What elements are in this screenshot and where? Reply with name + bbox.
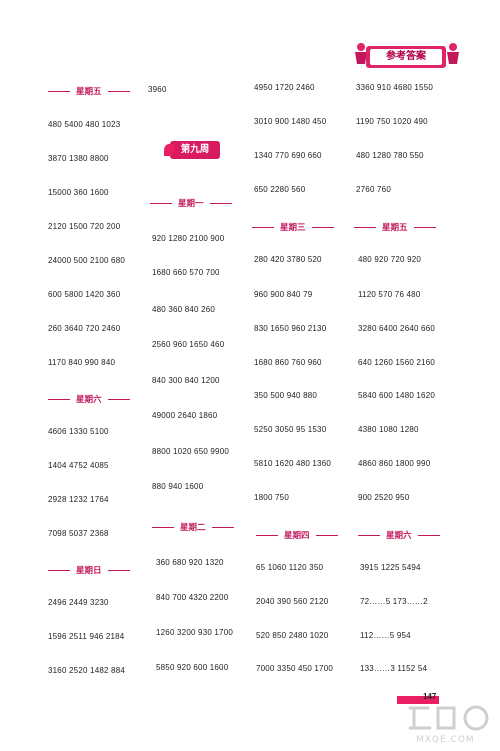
heading-sunday: 星期日 xyxy=(48,564,130,576)
banner-title: 参考答案 xyxy=(370,49,442,65)
answer-row: 5810 1620 480 1360 xyxy=(254,459,332,468)
page-number-bar xyxy=(397,696,439,704)
answer-row: 7098 5037 2368 xyxy=(48,529,109,538)
answer-row: 4950 1720 2460 xyxy=(254,83,315,92)
answer-row: 350 500 940 880 xyxy=(254,391,318,400)
answer-row: 1340 770 690 660 xyxy=(254,151,322,160)
answer-row: 8800 1020 650 9900 xyxy=(152,447,230,456)
answer-row: 830 1650 960 2130 xyxy=(254,324,327,333)
answer-row: 480 920 720 920 xyxy=(358,255,422,264)
answer-row: 650 2280 560 xyxy=(254,185,306,194)
answer-row: 4860 860 1800 990 xyxy=(358,459,431,468)
answer-row: 1260 3200 930 1700 xyxy=(156,628,234,637)
answer-key-banner: 参考答案 xyxy=(352,36,462,82)
answer-row: 840 700 4320 2200 xyxy=(156,593,229,602)
heading-monday: 星期一 xyxy=(150,197,232,209)
answer-row: 3010 900 1480 450 xyxy=(254,117,327,126)
answer-row: 480 5400 480 1023 xyxy=(48,120,121,129)
heading-saturday-2: 星期六 xyxy=(358,529,440,541)
answer-row: 2496 2449 3230 xyxy=(48,598,109,607)
page-number: 147 xyxy=(423,692,437,701)
answer-row: 360 680 920 1320 xyxy=(156,558,224,567)
answer-row: 3160 2520 1482 884 xyxy=(48,666,126,675)
answer-row: 280 420 3780 520 xyxy=(254,255,322,264)
answer-row: 1404 4752 4085 xyxy=(48,461,109,470)
week-badge: 第九周 xyxy=(164,141,220,159)
answer-row: 3960 xyxy=(148,85,167,94)
answer-row: 5840 600 1480 1620 xyxy=(358,391,436,400)
heading-thursday: 星期四 xyxy=(256,529,338,541)
answer-row: 49000 2640 1860 xyxy=(152,411,218,420)
heading-tuesday: 星期二 xyxy=(152,521,234,533)
answer-row: 3915 1225 5494 xyxy=(360,563,421,572)
week-badge-label: 第九周 xyxy=(180,144,210,155)
answer-row: 3870 1380 8800 xyxy=(48,154,109,163)
answer-row: 1680 660 570 700 xyxy=(152,268,220,277)
page-number-badge: 147 xyxy=(397,692,455,706)
answer-row: 3280 6400 2640 660 xyxy=(358,324,436,333)
answer-row: 5850 920 600 1600 xyxy=(156,663,229,672)
answer-row: 65 1060 1120 350 xyxy=(256,563,324,572)
heading-saturday: 星期六 xyxy=(48,393,130,405)
left-mascot-icon xyxy=(352,42,370,66)
answer-row: 5250 3050 95 1530 xyxy=(254,425,327,434)
answer-row: 960 900 840 79 xyxy=(254,290,313,299)
answer-row: 2120 1500 720 200 xyxy=(48,222,121,231)
answer-row: 112……5 954 xyxy=(360,631,411,640)
answer-row: 640 1260 1560 2160 xyxy=(358,358,436,367)
answer-row: 1680 860 760 960 xyxy=(254,358,322,367)
heading-wednesday: 星期三 xyxy=(252,221,334,233)
answer-row: 4380 1080 1280 xyxy=(358,425,419,434)
leaf-icon xyxy=(164,144,174,156)
watermark-logo: MXQE.COM xyxy=(404,700,500,746)
answer-row: 260 3640 720 2460 xyxy=(48,324,121,333)
svg-text:MXQE.COM: MXQE.COM xyxy=(416,735,475,745)
answer-row: 2928 1232 1764 xyxy=(48,495,109,504)
answer-row: 480 360 840 260 xyxy=(152,305,216,314)
answer-row: 2040 390 560 2120 xyxy=(256,597,329,606)
answer-row: 1190 750 1020 490 xyxy=(356,117,428,126)
answer-row: 480 1280 780 550 xyxy=(356,151,424,160)
answer-row: 1120 570 76 480 xyxy=(358,290,421,299)
right-mascot-icon xyxy=(444,42,462,66)
answer-row: 900 2520 950 xyxy=(358,493,410,502)
answer-row: 15000 360 1600 xyxy=(48,188,109,197)
answer-row: 24000 500 2100 680 xyxy=(48,256,126,265)
answer-row: 4606 1330 5100 xyxy=(48,427,109,436)
heading-friday-2: 星期五 xyxy=(354,221,436,233)
heading-friday: 星期五 xyxy=(48,85,130,97)
answer-row: 1596 2511 946 2184 xyxy=(48,632,125,641)
answer-row: 2760 760 xyxy=(356,185,391,194)
week-badge-bg xyxy=(170,141,220,159)
answer-row: 840 300 840 1200 xyxy=(152,376,220,385)
answer-row: 520 850 2480 1020 xyxy=(256,631,329,640)
answer-row: 1800 750 xyxy=(254,493,289,502)
answer-row: 1170 840 990 840 xyxy=(48,358,116,367)
answer-row: 7000 3350 450 1700 xyxy=(256,664,334,673)
answer-row: 920 1280 2100 900 xyxy=(152,234,225,243)
answer-row: 600 5800 1420 360 xyxy=(48,290,121,299)
answer-row: 2560 960 1650 460 xyxy=(152,340,225,349)
answer-row: 880 940 1600 xyxy=(152,482,204,491)
answer-row: 72……5 173……2 xyxy=(360,597,428,606)
answer-row: 3360 910 4680 1550 xyxy=(356,83,434,92)
answer-row: 133……3 1152 54 xyxy=(360,664,428,673)
